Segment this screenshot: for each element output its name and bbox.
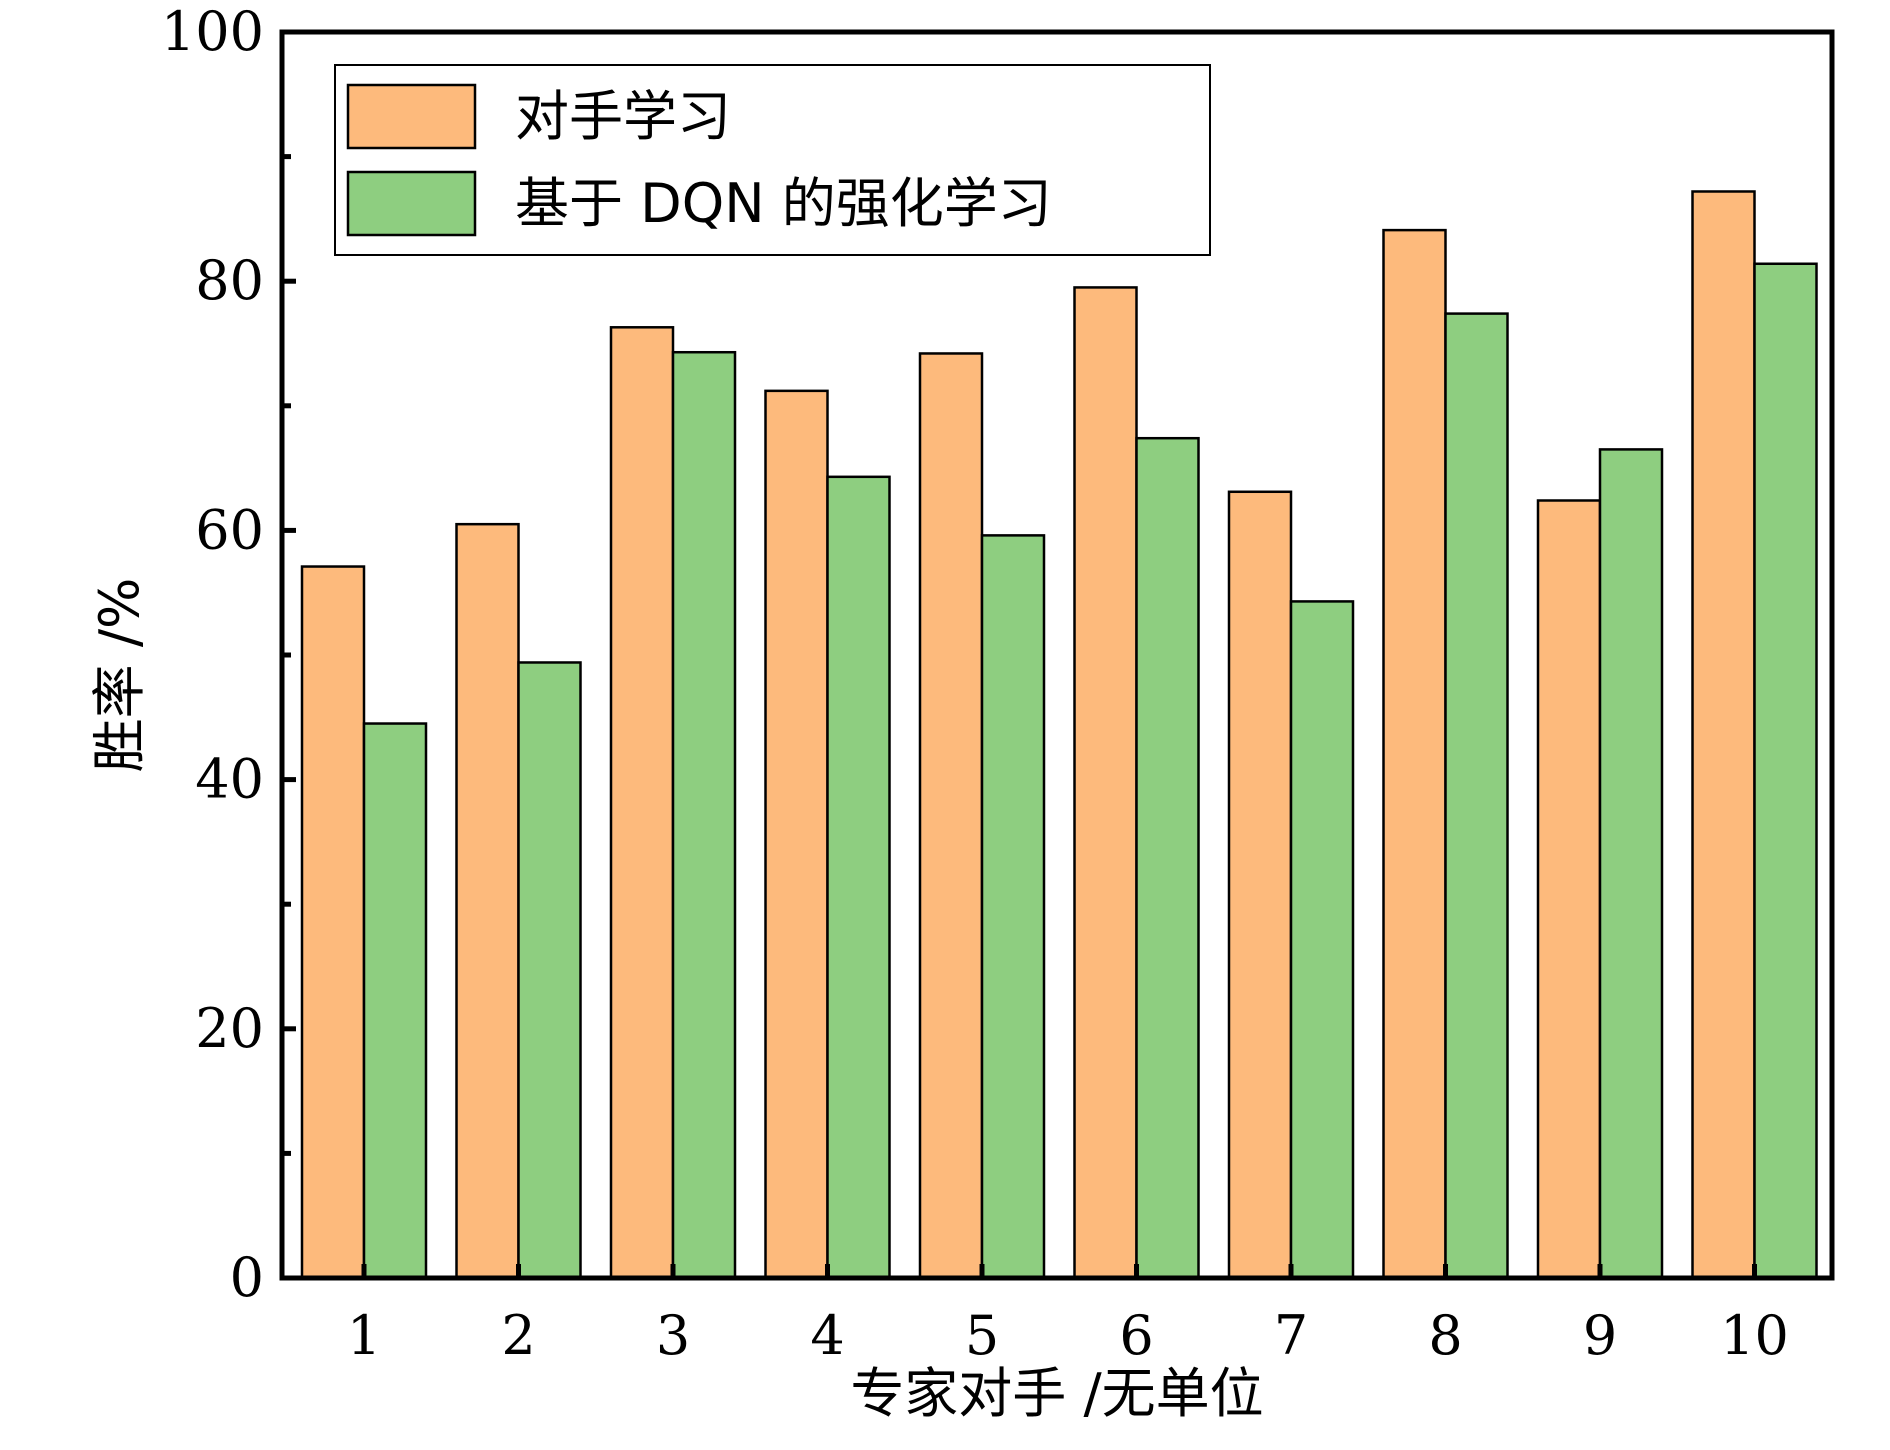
bar-series2-6 (1135, 436, 1200, 1280)
bar-series2-2 (517, 661, 582, 1280)
bars-layer (300, 190, 1818, 1280)
bar-series1-1 (300, 565, 366, 1280)
y-tick-label-80: 80 (195, 249, 264, 312)
bar-series2-4 (826, 475, 891, 1280)
y-tick-label-60: 60 (195, 498, 264, 561)
y-tick-label-0: 0 (230, 1246, 264, 1309)
bar-series1-5 (918, 352, 984, 1280)
legend-swatch-series1 (346, 83, 477, 150)
bar-series2-10 (1753, 262, 1818, 1280)
legend-label-series1: 对手学习 (515, 85, 731, 148)
axes-layer: 0 20 40 60 80 100 1 2 3 4 5 6 7 8 9 10 (161, 0, 1835, 1367)
x-tick-label-5: 5 (965, 1304, 999, 1367)
bar-series1-2 (455, 522, 520, 1280)
bar-series1-3 (609, 326, 675, 1280)
y-tick-label-40: 40 (195, 748, 264, 811)
bar-series1-8 (1382, 228, 1447, 1280)
x-tick-label-2: 2 (501, 1304, 535, 1367)
bar-series2-9 (1598, 448, 1664, 1280)
legend-swatch-series2 (346, 170, 477, 237)
y-axis-label: 胜率 /% (88, 578, 151, 773)
x-tick-label-1: 1 (347, 1304, 381, 1367)
bar-series2-3 (671, 350, 737, 1280)
bar-series1-7 (1227, 490, 1293, 1280)
x-tick-label-6: 6 (1119, 1304, 1153, 1367)
bar-series1-4 (764, 389, 829, 1280)
bar-series2-7 (1289, 600, 1355, 1280)
bar-series1-10 (1691, 190, 1756, 1280)
x-axis-label: 专家对手 /无单位 (850, 1362, 1263, 1425)
legend-box (334, 64, 1211, 256)
x-tick-label-10: 10 (1720, 1304, 1789, 1367)
x-tick-label-3: 3 (656, 1304, 690, 1367)
y-tick-label-20: 20 (195, 997, 264, 1060)
x-tick-label-9: 9 (1583, 1304, 1617, 1367)
y-tick-label-100: 100 (161, 0, 264, 63)
bar-series1-6 (1073, 286, 1138, 1280)
x-tick-label-7: 7 (1274, 1304, 1308, 1367)
bar-series2-8 (1444, 312, 1509, 1280)
x-tick-label-4: 4 (810, 1304, 844, 1367)
bar-series2-1 (362, 722, 428, 1280)
x-tick-label-8: 8 (1428, 1304, 1462, 1367)
legend-label-series2: 基于 DQN 的强化学习 (515, 172, 1052, 235)
bar-series1-9 (1536, 499, 1602, 1280)
bar-series2-5 (980, 534, 1046, 1280)
